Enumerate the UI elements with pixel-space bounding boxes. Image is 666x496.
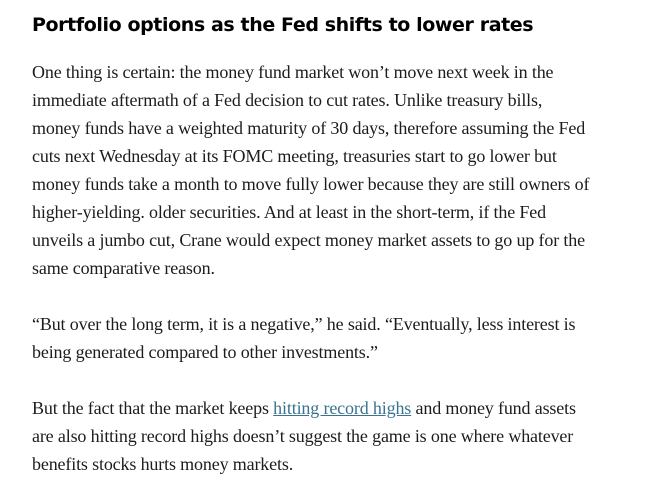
- text-segment: and money fund assets: [411, 398, 576, 418]
- text-line: But the fact that the market keeps hitti…: [32, 394, 576, 422]
- paragraph-2-quote: “But over the long term, it is a negativ…: [32, 310, 576, 366]
- text-line: unveils a jumbo cut, Crane would expect …: [32, 230, 585, 250]
- text-line: higher-yielding. older securities. And a…: [32, 202, 546, 222]
- text-line: same comparative reason.: [32, 258, 215, 278]
- text-line: money funds take a month to move fully l…: [32, 174, 590, 194]
- text-line: One thing is certain: the money fund mar…: [32, 62, 554, 82]
- paragraph-1: One thing is certain: the money fund mar…: [32, 58, 589, 282]
- hitting-record-highs-link[interactable]: hitting record highs: [273, 398, 412, 418]
- text-line: being generated compared to other invest…: [32, 342, 378, 362]
- text-line: money funds have a weighted maturity of …: [32, 118, 586, 138]
- paragraph-3: But the fact that the market keeps hitti…: [32, 394, 576, 478]
- text-line: “But over the long term, it is a negativ…: [32, 314, 576, 334]
- text-segment: But the fact that the market keeps: [32, 398, 274, 418]
- section-heading: Portfolio options as the Fed shifts to l…: [32, 14, 534, 36]
- text-line: benefits stocks hurts money markets.: [32, 454, 294, 474]
- text-line: cuts next Wednesday at its FOMC meeting,…: [32, 146, 557, 166]
- text-line: immediate aftermath of a Fed decision to…: [32, 90, 543, 110]
- text-line: are also hitting record highs doesn’t su…: [32, 426, 574, 446]
